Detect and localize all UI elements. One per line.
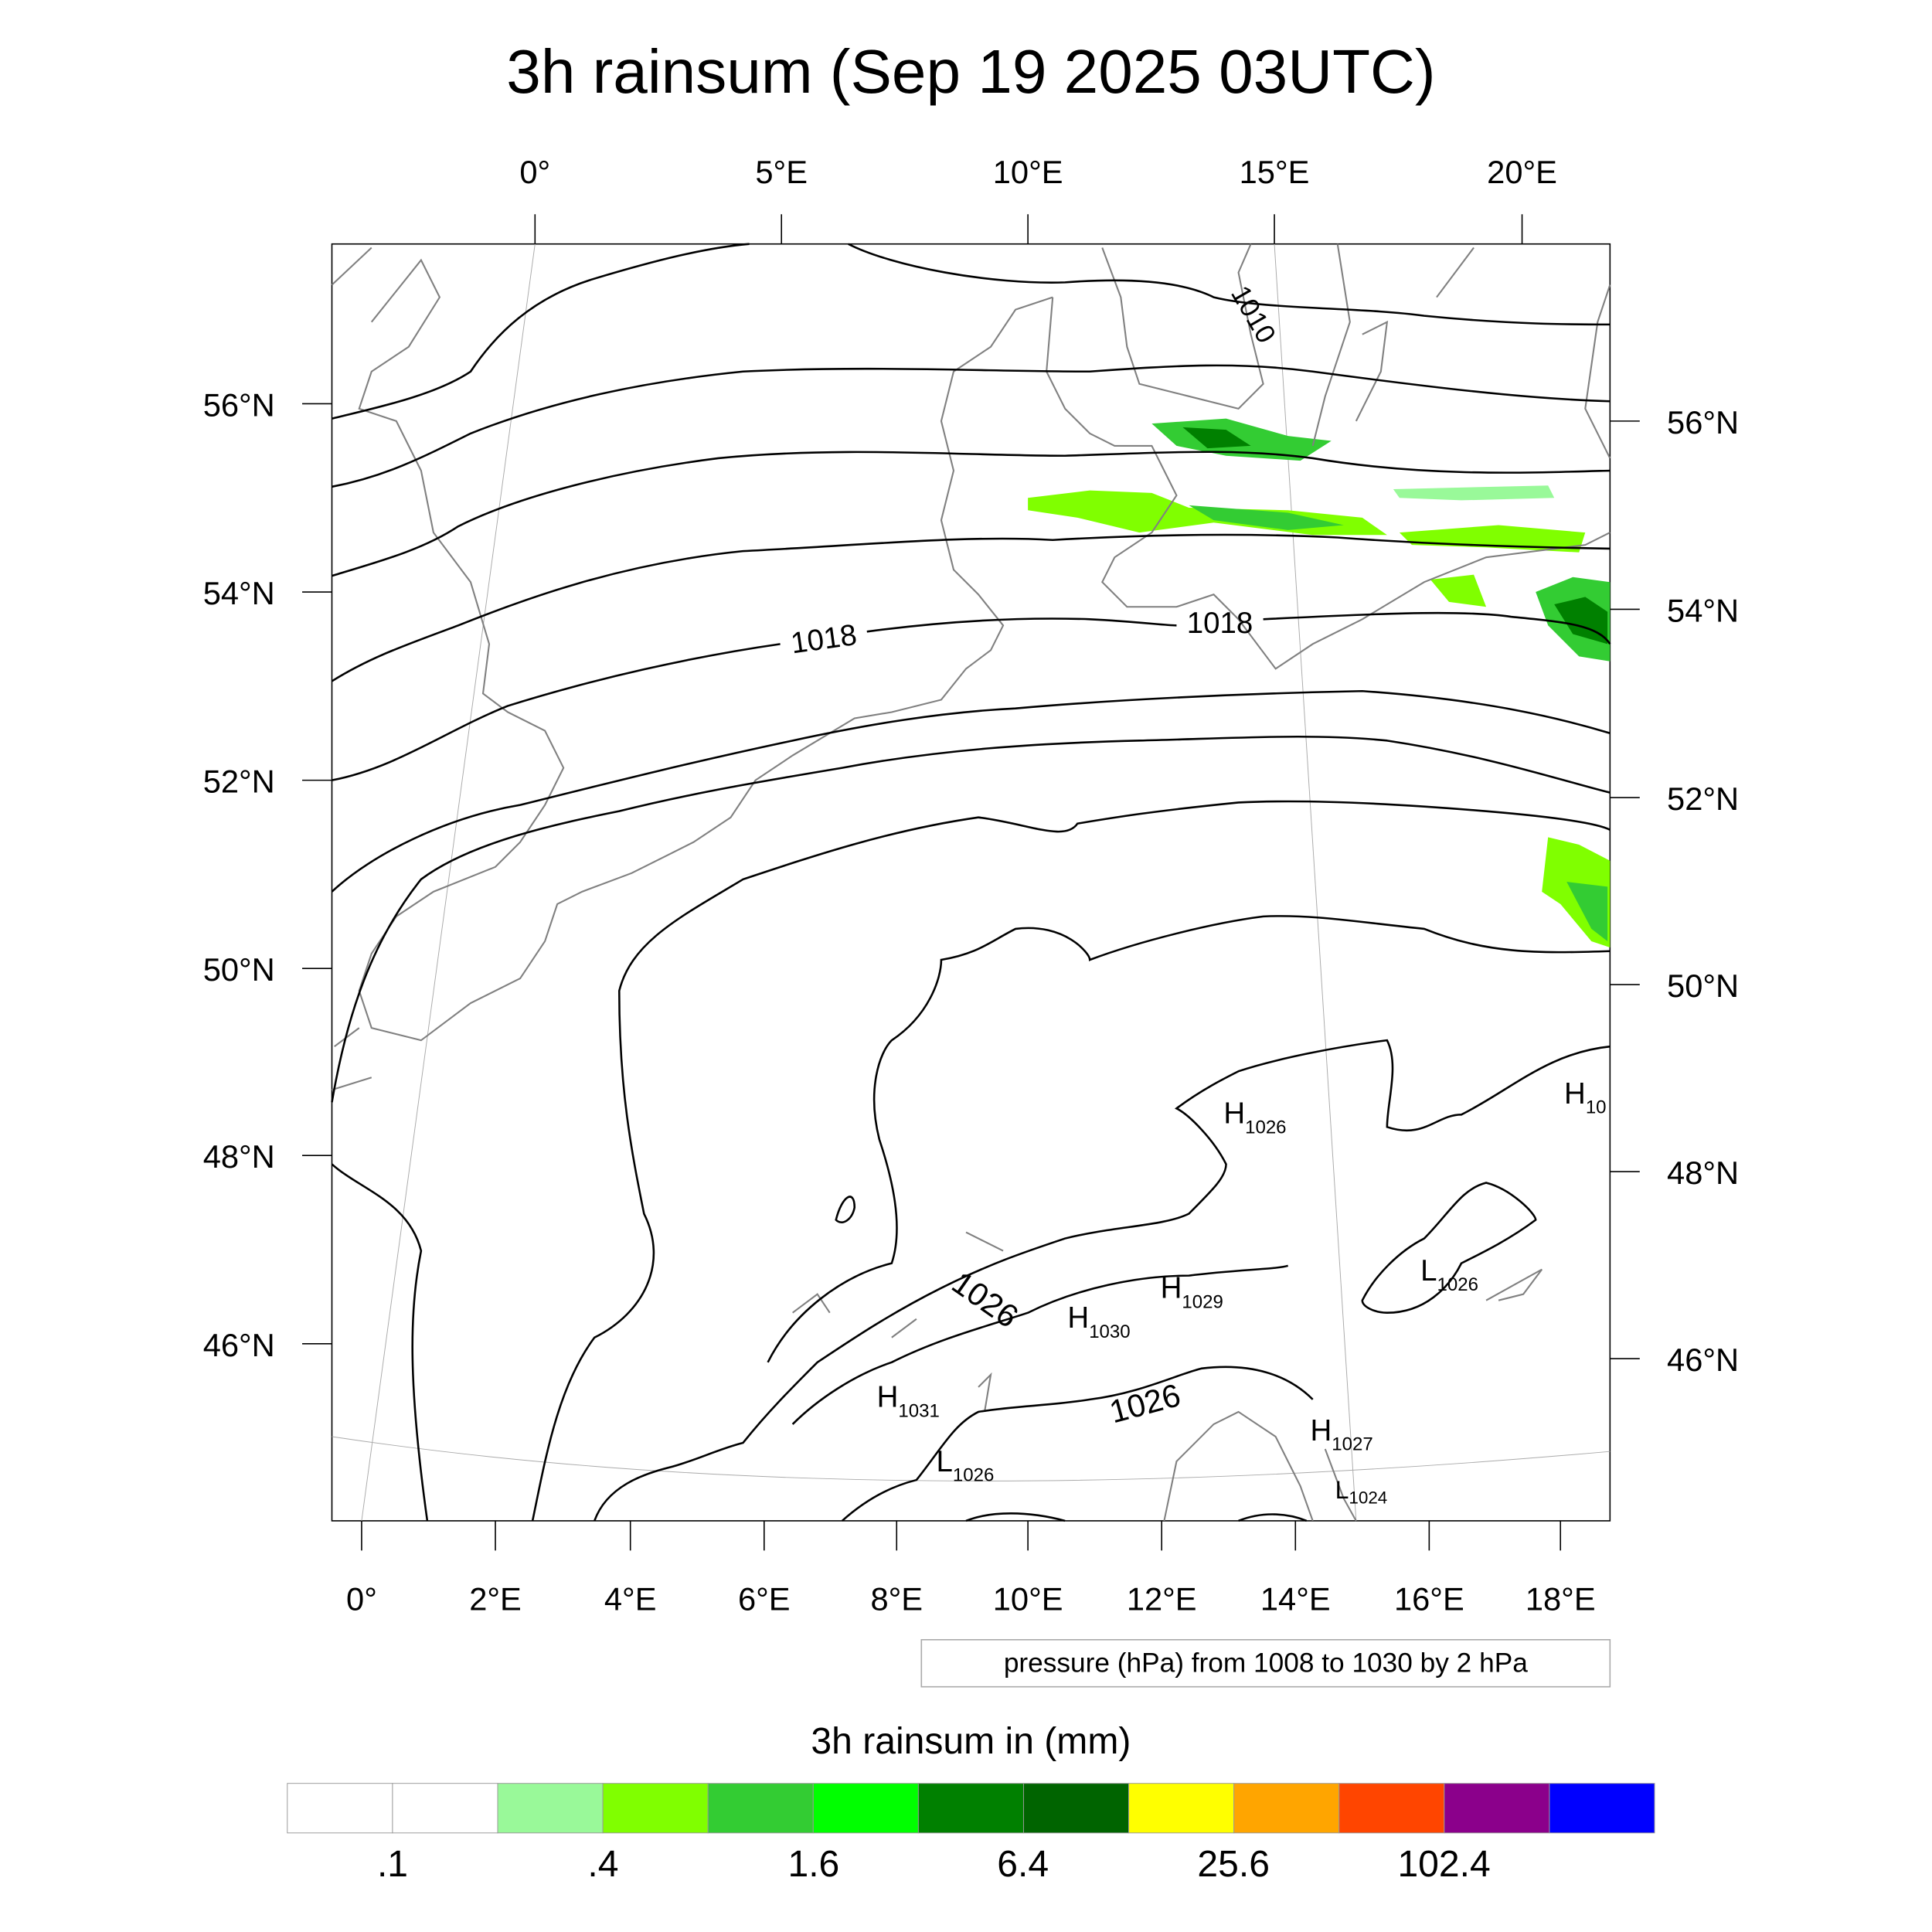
- contour-info-text: pressure (hPa) from 1008 to 1030 by 2 hP…: [1004, 1648, 1528, 1678]
- lon-label: 18°E: [1526, 1580, 1596, 1617]
- lat-label: 56°N: [1667, 404, 1739, 440]
- colorbar-swatch: [1549, 1783, 1655, 1834]
- top-longitude-labels: 0° 5°E 10°E 15°E 20°E: [519, 154, 1557, 190]
- lat-label: 52°N: [203, 764, 275, 800]
- colorbar-swatch: [1233, 1783, 1340, 1834]
- meridian-0: [361, 243, 536, 1522]
- lat-label: 46°N: [203, 1327, 275, 1363]
- colorbar-label: 1.6: [787, 1843, 839, 1885]
- pressure-center: H1031: [877, 1381, 940, 1422]
- isobar-contours: [331, 243, 1611, 1522]
- lat-label: 50°N: [1667, 968, 1739, 1004]
- pressure-center: H1030: [1067, 1301, 1130, 1342]
- pressure-center: H1027: [1311, 1414, 1373, 1455]
- lat-label: 54°N: [203, 575, 275, 611]
- contour-label: 1018: [1187, 607, 1253, 640]
- rain-patch: [1393, 485, 1555, 501]
- pressure-center: L1026: [937, 1445, 995, 1486]
- colorbar-label: .4: [587, 1843, 618, 1885]
- lon-label: 15°E: [1240, 154, 1310, 190]
- colorbar-swatch: [1444, 1783, 1550, 1834]
- colorbar-title: 3h rainsum in (mm): [811, 1720, 1131, 1762]
- map-panel: 1010 1018 1018 1026 1026 H1026 H10 L1026…: [331, 243, 1611, 1522]
- pressure-center: L1026: [1420, 1254, 1478, 1295]
- lon-label: 5°E: [755, 154, 808, 190]
- colorbar-swatch: [602, 1783, 709, 1834]
- colorbar-label: 25.6: [1197, 1843, 1270, 1885]
- colorbar-swatch: [707, 1783, 814, 1834]
- rain-patch: [1399, 525, 1586, 553]
- colorbar-swatch: [392, 1783, 498, 1834]
- lon-label: 2°E: [469, 1580, 522, 1617]
- lon-label: 8°E: [870, 1580, 923, 1617]
- lat-label: 50°N: [203, 951, 275, 988]
- lon-label: 0°: [346, 1580, 377, 1617]
- pressure-center: H1026: [1223, 1097, 1286, 1138]
- colorbar-swatch: [1022, 1783, 1130, 1834]
- figure-title: 3h rainsum (Sep 19 2025 03UTC): [506, 36, 1435, 106]
- lat-label: 56°N: [203, 386, 275, 423]
- left-latitude-labels: 56°N 54°N 52°N 50°N 48°N 46°N: [203, 386, 275, 1362]
- rain-patch: [1566, 882, 1608, 941]
- pressure-center: H1029: [1161, 1271, 1223, 1312]
- rain-patches: [1028, 418, 1611, 947]
- lon-label: 12°E: [1127, 1580, 1197, 1617]
- colorbar-swatch: [812, 1783, 919, 1834]
- lat-label: 48°N: [1667, 1155, 1739, 1191]
- parallel-45n: [332, 1436, 1611, 1481]
- colorbar-swatch: [917, 1783, 1024, 1834]
- bottom-longitude-labels: 0° 2°E 4°E 6°E 8°E 10°E 12°E 14°E 16°E 1…: [346, 1580, 1596, 1617]
- lon-label: 20°E: [1487, 154, 1557, 190]
- axis-ticks: [302, 214, 1640, 1551]
- lat-label: 48°N: [203, 1138, 275, 1175]
- lat-label: 46°N: [1667, 1342, 1739, 1378]
- lon-label: 14°E: [1260, 1580, 1331, 1617]
- colorbar: [287, 1783, 1655, 1834]
- pressure-center: L1024: [1335, 1476, 1388, 1507]
- pressure-centers: H1026 H10 L1026 H1029 H1030 H1031 L1026 …: [877, 1077, 1607, 1508]
- lon-label: 10°E: [993, 154, 1063, 190]
- colorbar-swatch: [287, 1783, 393, 1834]
- colorbar-label: 102.4: [1397, 1843, 1490, 1885]
- contour-info-box: pressure (hPa) from 1008 to 1030 by 2 hP…: [920, 1638, 1611, 1688]
- lon-label: 10°E: [993, 1580, 1063, 1617]
- pressure-center: H10: [1564, 1077, 1607, 1118]
- lat-label: 54°N: [1667, 592, 1739, 628]
- lon-label: 0°: [519, 154, 550, 190]
- colorbar-swatch: [497, 1783, 604, 1834]
- lon-label: 16°E: [1394, 1580, 1464, 1617]
- rain-patch: [1182, 427, 1251, 449]
- lon-label: 4°E: [604, 1580, 657, 1617]
- colorbar-label: .1: [377, 1843, 408, 1885]
- colorbar-label: 6.4: [997, 1843, 1049, 1885]
- colorbar-swatch: [1128, 1783, 1235, 1834]
- coastlines: [331, 243, 1611, 1522]
- rain-patch: [1189, 505, 1344, 530]
- lon-label: 6°E: [738, 1580, 791, 1617]
- lat-label: 52°N: [1667, 781, 1739, 817]
- right-latitude-labels: 56°N 54°N 52°N 50°N 48°N 46°N: [1667, 404, 1739, 1378]
- rain-patch: [1430, 574, 1487, 607]
- colorbar-labels: .1 .4 1.6 6.4 25.6 102.4: [377, 1843, 1491, 1885]
- colorbar-swatch: [1338, 1783, 1445, 1834]
